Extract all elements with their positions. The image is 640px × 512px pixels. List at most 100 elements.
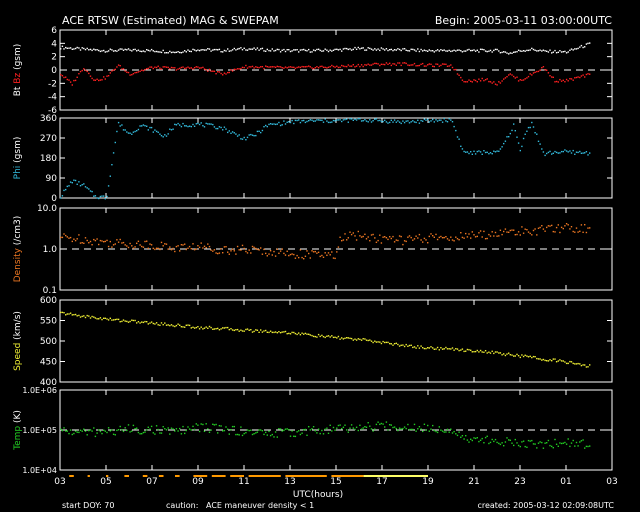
- data-point: [228, 130, 230, 132]
- data-point: [79, 70, 82, 73]
- data-point: [342, 338, 345, 340]
- data-point: [534, 132, 536, 134]
- data-point: [389, 342, 391, 345]
- data-point: [557, 360, 559, 362]
- data-point: [160, 135, 163, 137]
- data-point: [208, 245, 211, 248]
- data-point: [344, 337, 346, 339]
- data-point: [370, 234, 373, 236]
- data-point: [71, 240, 73, 243]
- data-point: [382, 48, 384, 50]
- data-point: [241, 330, 244, 332]
- data-point: [402, 427, 404, 430]
- data-point: [458, 239, 460, 241]
- data-point: [213, 48, 216, 51]
- data-point: [382, 340, 384, 343]
- data-point: [89, 429, 92, 431]
- data-point: [69, 81, 72, 83]
- data-point: [367, 47, 369, 49]
- data-point: [408, 64, 411, 67]
- data-point: [202, 66, 204, 69]
- data-point: [347, 48, 349, 51]
- data-point: [337, 335, 340, 338]
- data-point: [331, 251, 333, 253]
- data-point: [403, 345, 406, 348]
- data-point: [146, 429, 148, 431]
- data-point: [273, 436, 275, 438]
- data-point: [223, 246, 226, 248]
- data-point: [89, 75, 92, 77]
- data-point: [311, 334, 313, 337]
- data-point: [291, 50, 293, 52]
- data-point: [489, 441, 492, 444]
- data-point: [256, 66, 259, 69]
- data-point: [91, 315, 93, 318]
- data-point: [260, 247, 262, 249]
- data-point: [580, 224, 583, 226]
- data-point: [380, 63, 383, 65]
- data-point: [190, 248, 192, 250]
- data-point: [175, 245, 178, 248]
- data-point: [220, 126, 222, 129]
- data-point: [402, 344, 404, 346]
- data-point: [279, 250, 282, 252]
- data-point: [471, 81, 473, 83]
- data-point: [69, 47, 72, 49]
- data-point: [69, 312, 72, 314]
- data-point: [436, 346, 439, 349]
- data-point: [498, 235, 500, 237]
- data-point: [564, 441, 566, 444]
- data-point: [395, 49, 397, 51]
- data-point: [258, 331, 260, 333]
- data-point: [446, 50, 449, 52]
- data-point: [499, 352, 502, 354]
- data-point: [303, 429, 305, 431]
- x-tick-label: 13: [284, 477, 295, 487]
- data-point: [349, 65, 351, 67]
- data-point: [258, 130, 260, 132]
- data-point: [322, 433, 325, 435]
- data-point: [99, 239, 102, 242]
- data-point: [446, 121, 449, 123]
- data-point: [450, 119, 452, 121]
- data-point: [94, 435, 97, 438]
- data-point: [93, 195, 95, 197]
- data-point: [496, 351, 498, 353]
- data-point: [466, 49, 469, 51]
- data-point: [417, 65, 419, 67]
- data-point: [286, 333, 288, 335]
- data-point: [74, 179, 77, 182]
- data-point: [73, 238, 75, 240]
- data-point: [547, 225, 550, 227]
- data-point: [69, 429, 72, 431]
- data-point: [526, 49, 528, 52]
- data-point: [503, 51, 505, 53]
- data-point: [111, 49, 113, 51]
- data-point: [531, 356, 533, 359]
- data-point: [231, 131, 234, 133]
- data-point: [509, 132, 511, 135]
- data-point: [286, 49, 288, 51]
- data-point: [103, 49, 105, 52]
- data-point: [514, 51, 516, 53]
- data-point: [231, 70, 234, 72]
- data-point: [91, 190, 93, 193]
- data-point: [71, 433, 73, 436]
- data-point: [60, 197, 62, 199]
- data-point: [413, 62, 416, 65]
- data-point: [529, 440, 531, 442]
- data-point: [577, 47, 579, 50]
- data-point: [407, 50, 409, 52]
- data-point: [180, 66, 183, 69]
- data-point: [360, 120, 363, 122]
- data-point: [154, 66, 156, 68]
- data-point: [579, 46, 581, 48]
- data-point: [494, 151, 497, 153]
- data-point: [316, 66, 318, 68]
- data-point: [299, 49, 302, 51]
- data-point: [400, 49, 402, 52]
- data-point: [260, 48, 262, 50]
- data-point: [365, 238, 368, 240]
- data-point: [587, 445, 589, 448]
- data-point: [316, 252, 318, 254]
